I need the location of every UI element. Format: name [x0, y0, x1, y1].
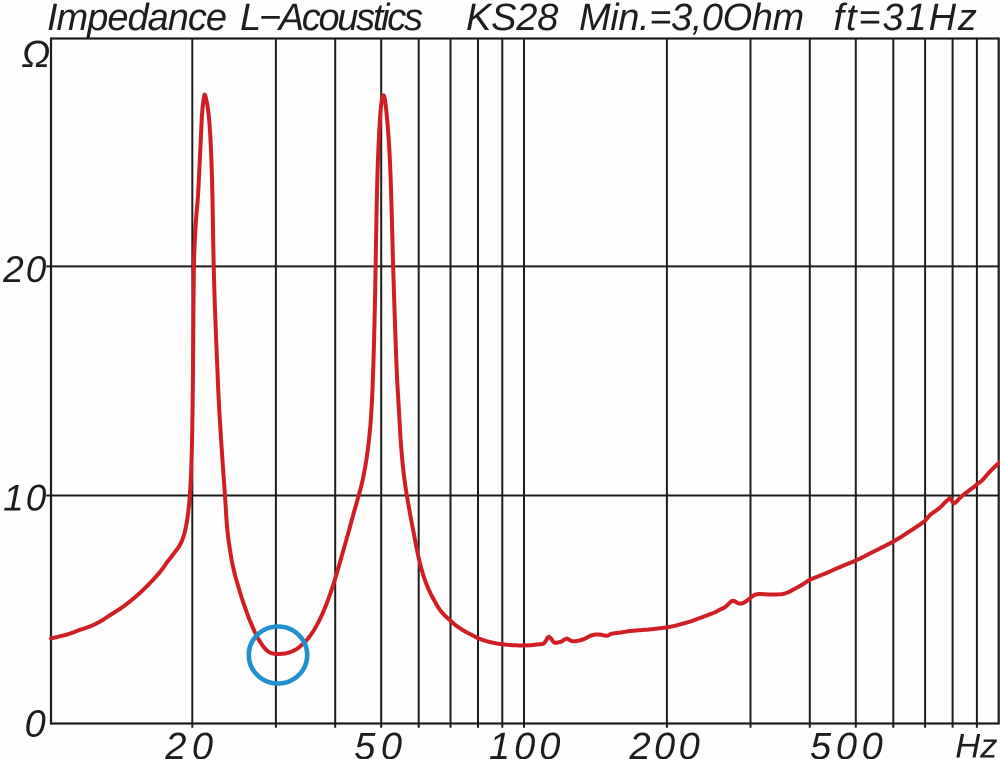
svg-text:100: 100	[489, 726, 564, 759]
svg-text:20: 20	[164, 726, 218, 759]
svg-text:Impedance: Impedance	[47, 0, 226, 39]
svg-text:Hz: Hz	[955, 728, 997, 759]
svg-text:L−Acoustics: L−Acoustics	[240, 0, 423, 39]
svg-text:50: 50	[354, 726, 407, 759]
svg-text:KS28: KS28	[466, 0, 558, 39]
svg-text:Ω: Ω	[21, 34, 50, 76]
svg-text:20: 20	[2, 249, 48, 290]
svg-text:0: 0	[25, 704, 46, 746]
svg-text:500: 500	[810, 726, 888, 759]
svg-text:200: 200	[629, 726, 704, 759]
svg-text:Min.=3,0Ohm: Min.=3,0Ohm	[579, 0, 804, 39]
svg-text:10: 10	[3, 478, 48, 519]
svg-text:ft=31Hz: ft=31Hz	[834, 0, 979, 39]
